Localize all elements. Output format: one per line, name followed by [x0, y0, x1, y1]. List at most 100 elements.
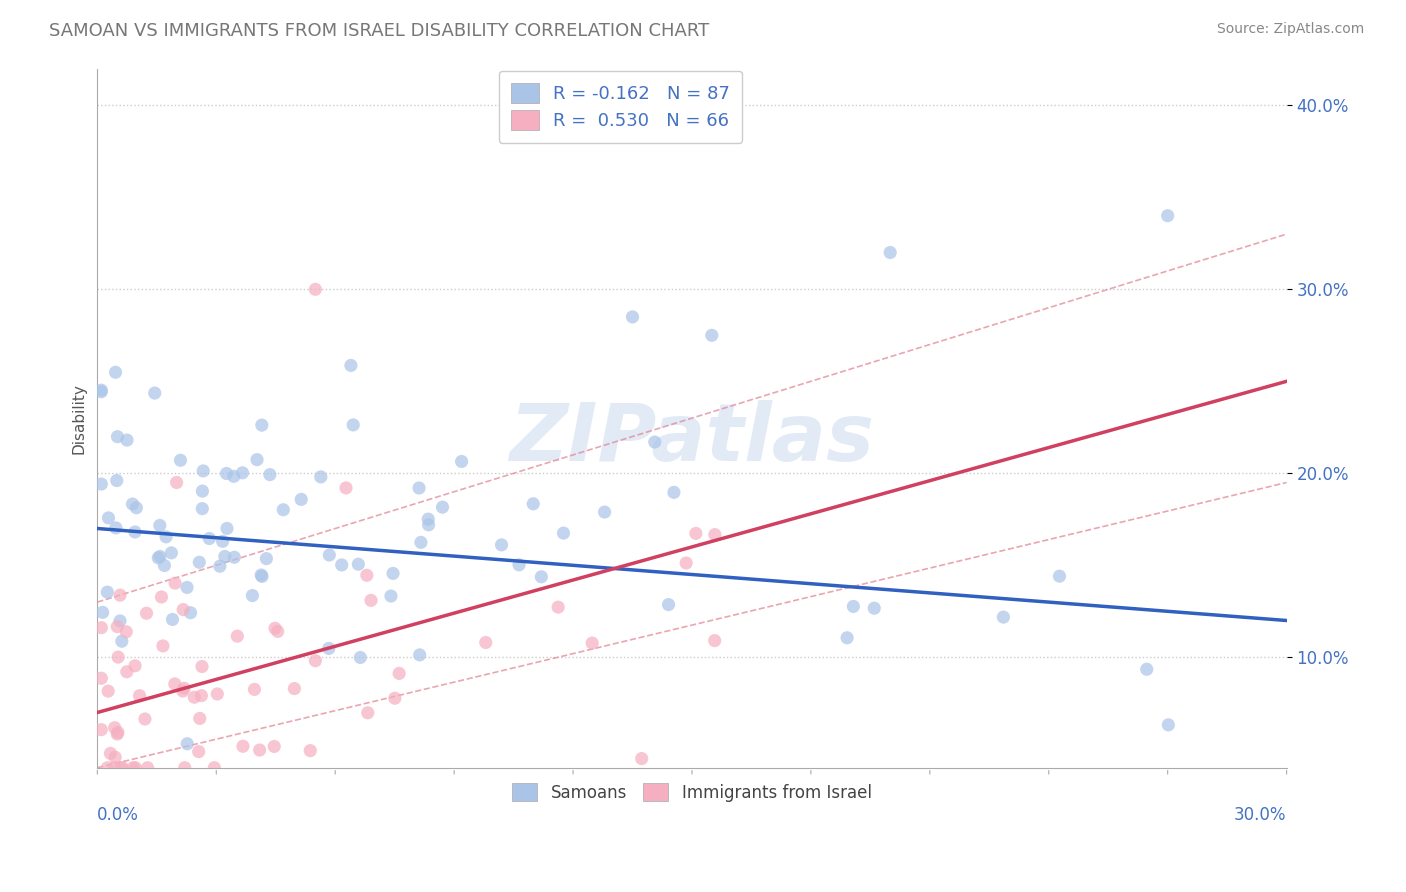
Point	[100, 747, 122, 761]
Point	[388, 666, 411, 681]
Point	[522, 497, 544, 511]
Point	[309, 470, 332, 484]
Point	[107, 725, 129, 739]
Point	[703, 633, 725, 648]
Point	[124, 761, 146, 775]
Point	[207, 687, 229, 701]
Point	[155, 530, 177, 544]
Point	[863, 601, 886, 615]
Point	[105, 619, 128, 633]
Point	[349, 650, 371, 665]
Point	[267, 624, 290, 639]
Point	[90, 671, 112, 685]
Point	[1136, 662, 1159, 676]
Point	[340, 359, 363, 373]
Point	[215, 521, 238, 535]
Point	[215, 467, 238, 481]
Point	[134, 712, 156, 726]
Point	[104, 521, 127, 535]
Point	[124, 524, 146, 539]
Point	[90, 723, 112, 737]
Point	[703, 527, 725, 541]
Point	[96, 761, 118, 775]
Point	[160, 546, 183, 560]
Point	[530, 570, 553, 584]
Point	[90, 621, 112, 635]
Point	[202, 761, 225, 775]
Point	[842, 599, 865, 614]
Point	[347, 558, 370, 572]
Legend: Samoans, Immigrants from Israel: Samoans, Immigrants from Israel	[505, 777, 879, 808]
Point	[380, 589, 402, 603]
Text: Source: ZipAtlas.com: Source: ZipAtlas.com	[1216, 22, 1364, 37]
Point	[283, 681, 305, 696]
Point	[685, 526, 707, 541]
Point	[224, 550, 246, 565]
Point	[122, 761, 145, 775]
Point	[263, 739, 285, 754]
Point	[593, 505, 616, 519]
Point	[105, 727, 128, 741]
Point	[264, 621, 287, 635]
Point	[835, 631, 858, 645]
Point	[271, 502, 294, 516]
Point	[173, 761, 195, 775]
Point	[166, 475, 188, 490]
Point	[231, 466, 253, 480]
Text: SAMOAN VS IMMIGRANTS FROM ISRAEL DISABILITY CORRELATION CHART: SAMOAN VS IMMIGRANTS FROM ISRAEL DISABIL…	[49, 22, 710, 40]
Point	[553, 526, 575, 541]
Point	[115, 624, 138, 639]
Point	[259, 467, 281, 482]
Point	[335, 481, 357, 495]
Point	[153, 558, 176, 573]
Point	[418, 512, 440, 526]
Point	[90, 383, 112, 397]
Point	[304, 282, 326, 296]
Point	[384, 691, 406, 706]
Point	[187, 745, 209, 759]
Point	[104, 721, 127, 735]
Point	[1157, 718, 1180, 732]
Point	[107, 650, 129, 665]
Point	[149, 518, 172, 533]
Point	[621, 310, 644, 324]
Point	[193, 464, 215, 478]
Point	[198, 532, 221, 546]
Point	[1156, 209, 1178, 223]
Point	[250, 418, 273, 433]
Point	[450, 454, 472, 468]
Point	[382, 566, 405, 581]
Point	[136, 761, 159, 775]
Point	[491, 538, 513, 552]
Point	[208, 559, 231, 574]
Point	[176, 737, 198, 751]
Point	[214, 549, 236, 564]
Point	[409, 535, 432, 549]
Point	[232, 739, 254, 754]
Point	[108, 614, 131, 628]
Point	[143, 386, 166, 401]
Point	[180, 606, 202, 620]
Point	[124, 658, 146, 673]
Point	[103, 761, 125, 775]
Point	[96, 585, 118, 599]
Point	[581, 636, 603, 650]
Point	[97, 684, 120, 698]
Point	[191, 659, 214, 673]
Point	[191, 484, 214, 499]
Point	[163, 677, 186, 691]
Point	[211, 534, 233, 549]
Point	[90, 477, 112, 491]
Point	[97, 511, 120, 525]
Point	[1049, 569, 1071, 583]
Point	[169, 453, 191, 467]
Point	[135, 606, 157, 620]
Point	[183, 690, 205, 705]
Point	[290, 492, 312, 507]
Point	[104, 750, 127, 764]
Point	[111, 761, 134, 775]
Point	[432, 500, 454, 515]
Point	[104, 365, 127, 379]
Point	[299, 744, 322, 758]
Point	[115, 433, 138, 447]
